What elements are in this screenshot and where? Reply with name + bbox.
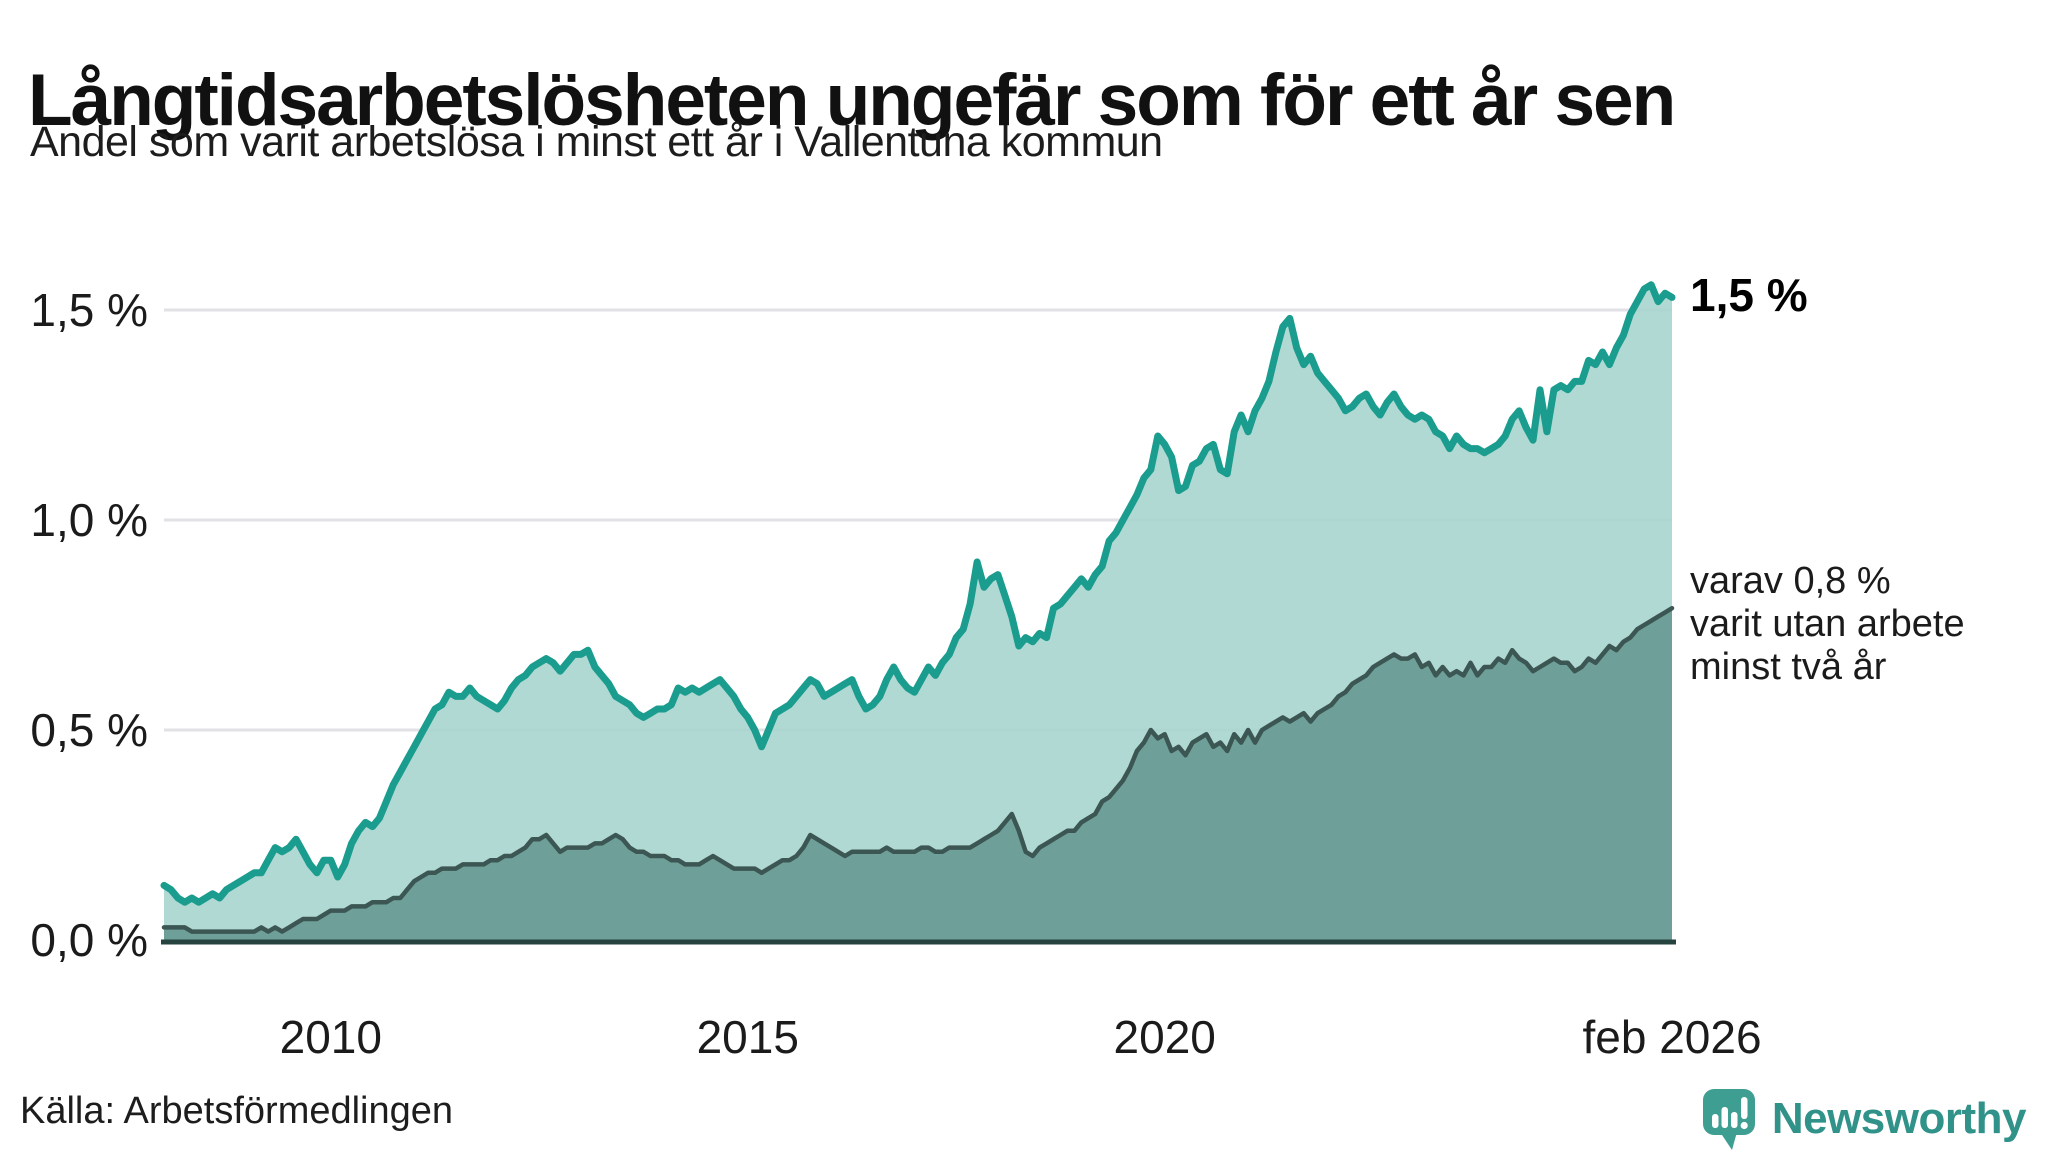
series-line-1 bbox=[161, 605, 1675, 934]
y-axis-tick-label: 1,5 % bbox=[30, 284, 148, 336]
latest-value-label: 1,5 % bbox=[1690, 269, 1808, 321]
series-area-1 bbox=[164, 608, 1672, 940]
chart-title: Långtidsarbetslösheten ungefär som för e… bbox=[28, 59, 1676, 141]
chart-subtitle: Andel som varit arbetslösa i minst ett å… bbox=[30, 118, 1163, 166]
source-note: Källa: Arbetsförmedlingen bbox=[20, 1090, 454, 1132]
newsworthy-bubble-chart-icon bbox=[1702, 1089, 1755, 1150]
subset-annotation-line: varav 0,8 % bbox=[1690, 560, 1891, 602]
y-axis-tick-label: 1,0 % bbox=[30, 494, 148, 546]
x-axis-tick-label: feb 2026 bbox=[1582, 1011, 1762, 1063]
y-axis-tick-label: 0,5 % bbox=[30, 704, 148, 756]
subset-annotation: varav 0,8 % varit utan arbete minst två … bbox=[1690, 560, 1965, 689]
logo-wordmark: Newsworthy bbox=[1771, 1094, 2027, 1143]
subset-annotation-line: minst två år bbox=[1690, 646, 1887, 688]
series-line-0 bbox=[160, 281, 1676, 906]
x-axis-tick-label: 2020 bbox=[1113, 1011, 1216, 1063]
newsworthy-logo: Newsworthy bbox=[1700, 1086, 2027, 1152]
x-axis-tick-label: 2015 bbox=[696, 1011, 799, 1063]
y-axis-tick-label: 0,0 % bbox=[30, 914, 148, 966]
x-axis-tick-label: 2010 bbox=[279, 1011, 382, 1063]
subset-annotation-line: varit utan arbete bbox=[1690, 603, 1965, 645]
series-areas bbox=[160, 281, 1676, 940]
